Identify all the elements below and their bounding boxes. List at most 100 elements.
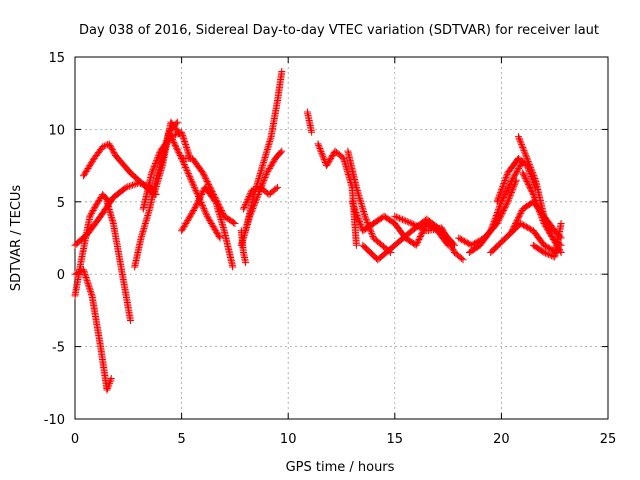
data-point-marker [198,200,206,208]
data-point-marker [263,169,271,177]
data-point-marker [264,167,272,175]
data-point-marker [94,198,102,206]
data-point-marker [212,195,220,203]
data-point-marker [148,167,156,175]
y-axis-tick-labels: -10 -5 0 5 10 15 [44,51,65,428]
data-point-marker [546,230,554,238]
data-point-marker [191,185,199,193]
data-points [71,67,565,394]
data-point-marker [180,160,188,168]
data-point-marker [185,171,193,179]
data-point-marker [368,231,376,239]
data-point-marker [196,196,204,204]
data-point-marker [95,196,103,204]
x-axis-tick-labels: 0 5 10 15 20 25 [71,432,616,447]
data-point-marker [270,157,278,165]
data-point-marker [173,146,181,154]
series-arc-03 [103,198,134,325]
data-point-marker [498,184,506,192]
data-point-marker [405,218,413,226]
data-point-marker [187,211,195,219]
series-arc-21 [391,212,467,264]
data-point-marker [497,211,505,219]
data-point-marker [519,170,527,178]
data-point-marker [178,128,186,136]
data-point-marker [502,175,510,183]
data-point-marker [509,184,517,192]
data-point-marker [274,183,282,191]
data-point-marker [544,227,552,235]
data-point-marker [105,140,113,148]
data-point-marker [202,176,210,184]
data-point-marker [205,180,213,188]
data-point-marker [316,145,324,153]
data-point-marker [175,149,183,157]
data-point-marker [317,148,325,156]
data-point-marker [214,199,222,207]
data-point-marker [108,144,116,152]
data-point-marker [217,205,225,213]
data-point-marker [195,194,203,202]
data-point-marker [522,153,530,161]
series-arc-04 [80,140,120,180]
data-point-marker [244,194,252,202]
data-point-marker [524,157,532,165]
data-point-marker [180,222,188,230]
data-point-marker [169,137,177,145]
data-point-marker [541,221,549,229]
data-point-marker [417,224,425,232]
data-point-marker [260,177,268,185]
data-point-marker [202,209,210,217]
data-point-marker [80,172,88,180]
data-point-marker [414,222,422,230]
data-point-marker [242,199,250,207]
data-point-marker [514,133,522,141]
series-arc-28 [487,220,561,256]
data-point-marker [181,139,189,147]
data-point-marker [219,209,227,217]
data-point-marker [531,175,539,183]
series-arc-11 [167,133,224,242]
data-point-marker [100,142,108,150]
data-point-marker [409,220,417,228]
data-point-marker [126,317,134,325]
data-point-marker [541,242,549,250]
data-point-marker [399,216,407,224]
data-point-marker [265,166,273,174]
data-point-marker [213,230,221,238]
data-point-marker [121,184,129,192]
data-point-marker [186,212,194,220]
data-point-marker [415,223,423,231]
data-point-marker [191,204,199,212]
data-point-marker [394,214,402,222]
data-point-marker [182,220,190,228]
data-point-marker [505,182,513,190]
data-point-marker [355,216,363,224]
data-point-marker [491,215,499,223]
data-point-marker [406,219,414,227]
data-point-marker [150,164,158,172]
data-point-marker [494,207,502,215]
data-point-marker [92,201,100,209]
data-point-marker [140,181,148,189]
data-point-marker [367,228,375,236]
data-point-marker [530,192,538,200]
y-tick-label: 0 [57,268,65,283]
data-point-marker [488,224,496,232]
data-point-marker [109,147,117,155]
data-point-marker [395,214,403,222]
x-tick-label: 15 [387,432,404,447]
data-point-marker [87,160,95,168]
data-point-marker [190,205,198,213]
data-point-marker [190,183,198,191]
plot-frame [74,56,609,420]
data-point-marker [446,240,454,248]
data-point-marker [103,386,111,394]
data-point-marker [505,195,513,203]
data-point-marker [495,192,503,200]
data-point-marker [182,165,190,173]
data-point-marker [357,221,365,229]
data-point-marker [188,179,196,187]
data-point-marker [259,178,267,186]
data-point-marker [527,225,535,233]
